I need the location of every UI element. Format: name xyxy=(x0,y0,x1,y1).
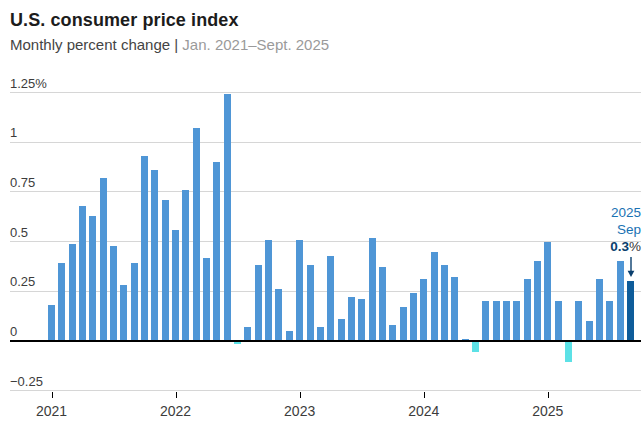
bar-aug-2023 xyxy=(369,238,376,341)
x-axis-label-2024: 2024 xyxy=(394,403,454,419)
x-axis-label-2025: 2025 xyxy=(518,403,578,419)
x-axis-tick-2021 xyxy=(52,392,53,398)
bar-jan-2024 xyxy=(420,279,427,341)
y-axis-label: 1.25% xyxy=(10,76,47,91)
bar-nov-2023 xyxy=(400,307,407,341)
y-axis-label: −0.25 xyxy=(10,374,43,389)
bar-apr-2024 xyxy=(451,277,458,341)
bar-may-2022 xyxy=(213,162,220,341)
bar-apr-2025 xyxy=(575,301,582,341)
bar-sep-2021 xyxy=(131,263,138,341)
bar-mar-2023 xyxy=(317,327,324,341)
annotation-percent-sign: % xyxy=(629,239,641,254)
bar-nov-2021 xyxy=(151,170,158,341)
bar-sep-2022 xyxy=(255,265,262,341)
annotation-month: Sep xyxy=(617,222,641,237)
x-axis-tick-2024 xyxy=(424,392,425,398)
y-axis-label: 0 xyxy=(10,324,17,339)
bar-may-2021 xyxy=(89,216,96,341)
bar-mar-2022 xyxy=(193,128,200,341)
y-axis-label: 0.5 xyxy=(10,225,28,240)
annotation-value: 0.3 xyxy=(610,239,629,254)
bar-aug-2021 xyxy=(120,285,127,341)
bar-nov-2022 xyxy=(275,289,282,341)
bar-feb-2025 xyxy=(555,301,562,341)
bar-apr-2022 xyxy=(203,258,210,341)
bar-aug-2022 xyxy=(244,327,251,341)
bar-jun-2023 xyxy=(348,297,355,341)
bar-dec-2021 xyxy=(162,200,169,341)
gridline-1.25% xyxy=(10,92,641,93)
bar-jun-2024 xyxy=(472,342,479,352)
bar-jul-2021 xyxy=(110,246,117,341)
bar-jul-2025 xyxy=(606,301,613,341)
x-axis-tick-2022 xyxy=(176,392,177,398)
x-axis-label-2022: 2022 xyxy=(146,403,206,419)
y-axis-label: 0.25 xyxy=(10,274,35,289)
bar-sep-2025 xyxy=(627,281,634,341)
x-axis-tick-2025 xyxy=(548,392,549,398)
latest-value-annotation: 2025 Sep 0.3% xyxy=(610,204,641,255)
bar-aug-2024 xyxy=(493,301,500,341)
bar-may-2023 xyxy=(338,319,345,341)
bar-feb-2024 xyxy=(431,252,438,341)
bar-nov-2024 xyxy=(524,279,531,341)
bar-dec-2024 xyxy=(534,261,541,341)
bar-oct-2023 xyxy=(389,325,396,341)
annotation-year: 2025 xyxy=(611,205,641,220)
bar-jun-2025 xyxy=(596,279,603,341)
bar-chart: 1.25% 1 0.75 0.5 0.25 0 −0.25 2021 2022 2023 2024 2… xyxy=(0,0,644,430)
bar-mar-2025 xyxy=(565,342,572,362)
bar-jan-2021 xyxy=(48,305,55,341)
bar-apr-2023 xyxy=(327,256,334,341)
down-arrow-icon xyxy=(624,256,638,282)
bar-mar-2024 xyxy=(441,265,448,341)
bar-oct-2021 xyxy=(141,156,148,341)
x-axis-tick-2023 xyxy=(300,392,301,398)
bar-jan-2025 xyxy=(544,242,551,341)
gridline-−0.25 xyxy=(10,390,641,391)
bar-oct-2024 xyxy=(513,301,520,341)
bar-jan-2023 xyxy=(296,240,303,341)
bar-oct-2022 xyxy=(265,240,272,341)
bar-sep-2023 xyxy=(379,267,386,341)
cpi-chart-page: U.S. consumer price index Monthly percen… xyxy=(0,0,644,430)
x-axis-label-2021: 2021 xyxy=(22,403,82,419)
y-axis-label: 0.75 xyxy=(10,175,35,190)
bar-apr-2021 xyxy=(79,206,86,341)
bar-feb-2022 xyxy=(182,190,189,341)
bar-jan-2022 xyxy=(172,230,179,341)
bar-feb-2023 xyxy=(307,265,314,341)
bar-mar-2021 xyxy=(69,244,76,341)
bar-dec-2023 xyxy=(410,293,417,341)
bar-jun-2022 xyxy=(224,94,231,341)
y-axis-label: 1 xyxy=(10,125,17,140)
bar-feb-2021 xyxy=(58,263,65,341)
bar-may-2025 xyxy=(586,321,593,341)
x-axis-label-2023: 2023 xyxy=(270,403,330,419)
bar-sep-2024 xyxy=(503,301,510,341)
zero-axis-line xyxy=(10,340,641,342)
bar-jun-2021 xyxy=(100,178,107,341)
bar-jul-2022 xyxy=(234,342,241,344)
gridline-1 xyxy=(10,142,641,143)
bar-jul-2023 xyxy=(358,299,365,341)
bar-jul-2024 xyxy=(482,301,489,341)
